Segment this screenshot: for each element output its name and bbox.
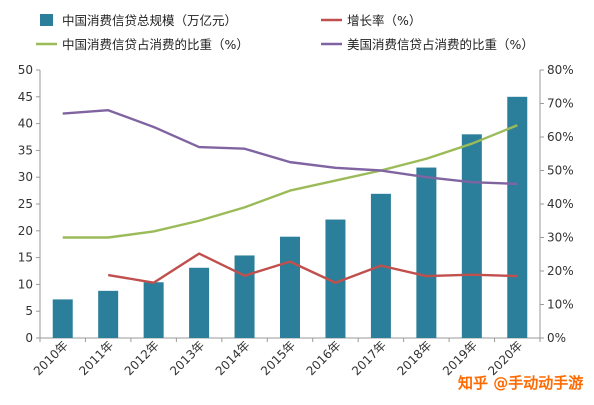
- line-series: [62, 108, 518, 284]
- y2-tick-label: 50%: [547, 164, 574, 178]
- y2-tick-label: 10%: [547, 298, 574, 312]
- series-line: [62, 124, 518, 239]
- y-tick-label: 30: [18, 170, 33, 184]
- x-tick-label: 2014年: [213, 338, 253, 378]
- y-tick-label: 25: [18, 197, 33, 211]
- y-tick-label: 20: [18, 224, 33, 238]
- x-tick-label: 2016年: [304, 338, 344, 378]
- bar-series: [52, 96, 528, 338]
- x-tick-label: 2019年: [440, 338, 480, 378]
- y-tick-label: 40: [18, 117, 33, 131]
- y-tick-label: 10: [18, 277, 33, 291]
- x-tick-label: 2018年: [395, 338, 435, 378]
- y-tick-label: 45: [18, 90, 33, 104]
- bar: [52, 299, 73, 338]
- bar: [416, 167, 437, 338]
- legend-label: 美国消费信贷占消费的比重（%）: [347, 37, 534, 52]
- series-line: [62, 108, 518, 186]
- y2-tick-label: 80%: [547, 63, 574, 77]
- bar: [189, 267, 210, 338]
- watermark-text: 知乎 @手动动手游: [458, 374, 583, 392]
- x-tick-label: 2011年: [76, 338, 116, 378]
- x-tick-label: 2020年: [485, 338, 525, 378]
- x-tick-label: 2010年: [31, 338, 71, 378]
- y2-tick-label: 70%: [547, 97, 574, 111]
- bar: [280, 236, 300, 338]
- y-tick-label: 15: [18, 251, 33, 265]
- bar: [325, 219, 346, 338]
- y2-tick-label: 40%: [547, 197, 574, 211]
- x-tick-label: 2013年: [167, 338, 207, 378]
- x-tick-label: 2017年: [349, 338, 389, 378]
- y2-tick-label: 0%: [547, 331, 566, 345]
- y-tick-label: 5: [25, 304, 33, 318]
- legend-label: 中国消费信贷总规模（万亿元）: [62, 13, 237, 28]
- legend-label: 增长率（%）: [347, 13, 421, 28]
- y-tick-label: 50: [18, 63, 33, 77]
- x-tick-label: 2015年: [258, 338, 298, 378]
- bar: [461, 134, 482, 338]
- legend-label: 中国消费信贷占消费的比重（%）: [62, 37, 249, 52]
- y-tick-label: 0: [25, 331, 33, 345]
- legend: 中国消费信贷总规模（万亿元） 增长率（%） 中国消费信贷占消费的比重（%） 美国消费信…: [36, 13, 534, 52]
- bar: [234, 255, 255, 338]
- y-tick-label: 35: [18, 143, 33, 157]
- y2-tick-label: 60%: [547, 130, 574, 144]
- bar: [143, 282, 164, 338]
- bar: [98, 290, 119, 338]
- x-tick-label: 2012年: [122, 338, 162, 378]
- legend-swatch: [40, 14, 53, 26]
- y2-tick-label: 30%: [547, 231, 574, 245]
- y2-tick-label: 20%: [547, 264, 574, 278]
- bar: [507, 96, 528, 338]
- series-line: [107, 252, 518, 284]
